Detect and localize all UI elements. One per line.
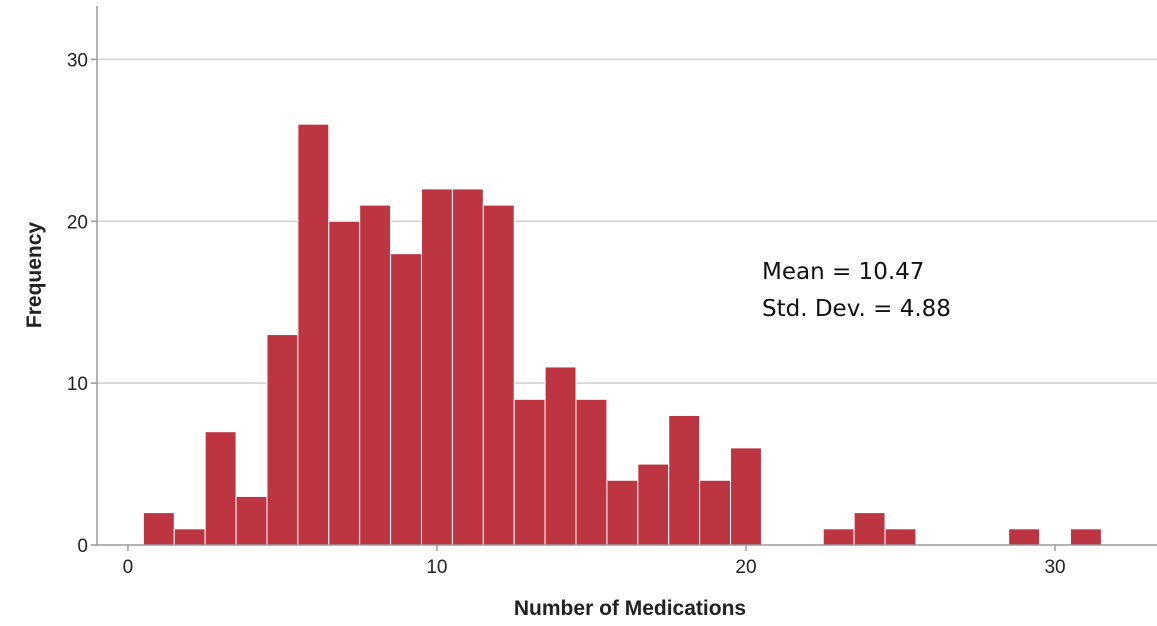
y-axis-title: Frequency bbox=[23, 222, 46, 329]
bar-5 bbox=[266, 334, 299, 546]
y-ticks: 0 10 20 30 bbox=[67, 50, 97, 557]
bar-4 bbox=[235, 495, 268, 546]
bar-25 bbox=[884, 528, 917, 546]
bar-18 bbox=[668, 415, 701, 546]
x-tick-label-30: 30 bbox=[1044, 557, 1065, 578]
grid-lines bbox=[97, 58, 1157, 384]
bar-13 bbox=[513, 398, 546, 546]
y-tick-label-30: 30 bbox=[67, 50, 88, 71]
bar-9 bbox=[390, 253, 422, 546]
x-axis-title: Number of Medications bbox=[514, 597, 746, 620]
mean-annotation: Mean = 10.47 bbox=[762, 259, 924, 285]
x-ticks: 0 10 20 30 bbox=[123, 545, 1066, 578]
bar-7 bbox=[328, 220, 361, 546]
bar-24 bbox=[853, 512, 886, 546]
bar-19 bbox=[699, 479, 732, 546]
bars bbox=[142, 123, 1102, 546]
bar-12 bbox=[482, 204, 515, 546]
x-tick-label-0: 0 bbox=[123, 557, 134, 578]
axes bbox=[96, 6, 1157, 546]
x-tick-label-10: 10 bbox=[426, 557, 447, 578]
bar-1 bbox=[142, 512, 175, 546]
y-tick-label-20: 20 bbox=[67, 212, 88, 233]
bar-17 bbox=[637, 463, 670, 546]
bar-16 bbox=[606, 479, 639, 546]
bar-10 bbox=[420, 188, 453, 546]
bar-11 bbox=[451, 188, 484, 546]
bar-31 bbox=[1069, 528, 1102, 546]
bar-8 bbox=[359, 204, 392, 546]
bar-2 bbox=[173, 528, 206, 546]
bar-29 bbox=[1008, 528, 1041, 546]
bar-3 bbox=[204, 431, 237, 546]
bar-6 bbox=[297, 123, 330, 546]
y-tick-label-10: 10 bbox=[67, 374, 88, 395]
x-tick-label-20: 20 bbox=[735, 557, 756, 578]
y-tick-label-0: 0 bbox=[77, 536, 88, 557]
bar-20 bbox=[730, 447, 762, 546]
bar-15 bbox=[575, 398, 608, 546]
std-dev-annotation: Std. Dev. = 4.88 bbox=[762, 296, 951, 322]
bar-14 bbox=[544, 366, 577, 546]
bar-23 bbox=[822, 528, 855, 546]
